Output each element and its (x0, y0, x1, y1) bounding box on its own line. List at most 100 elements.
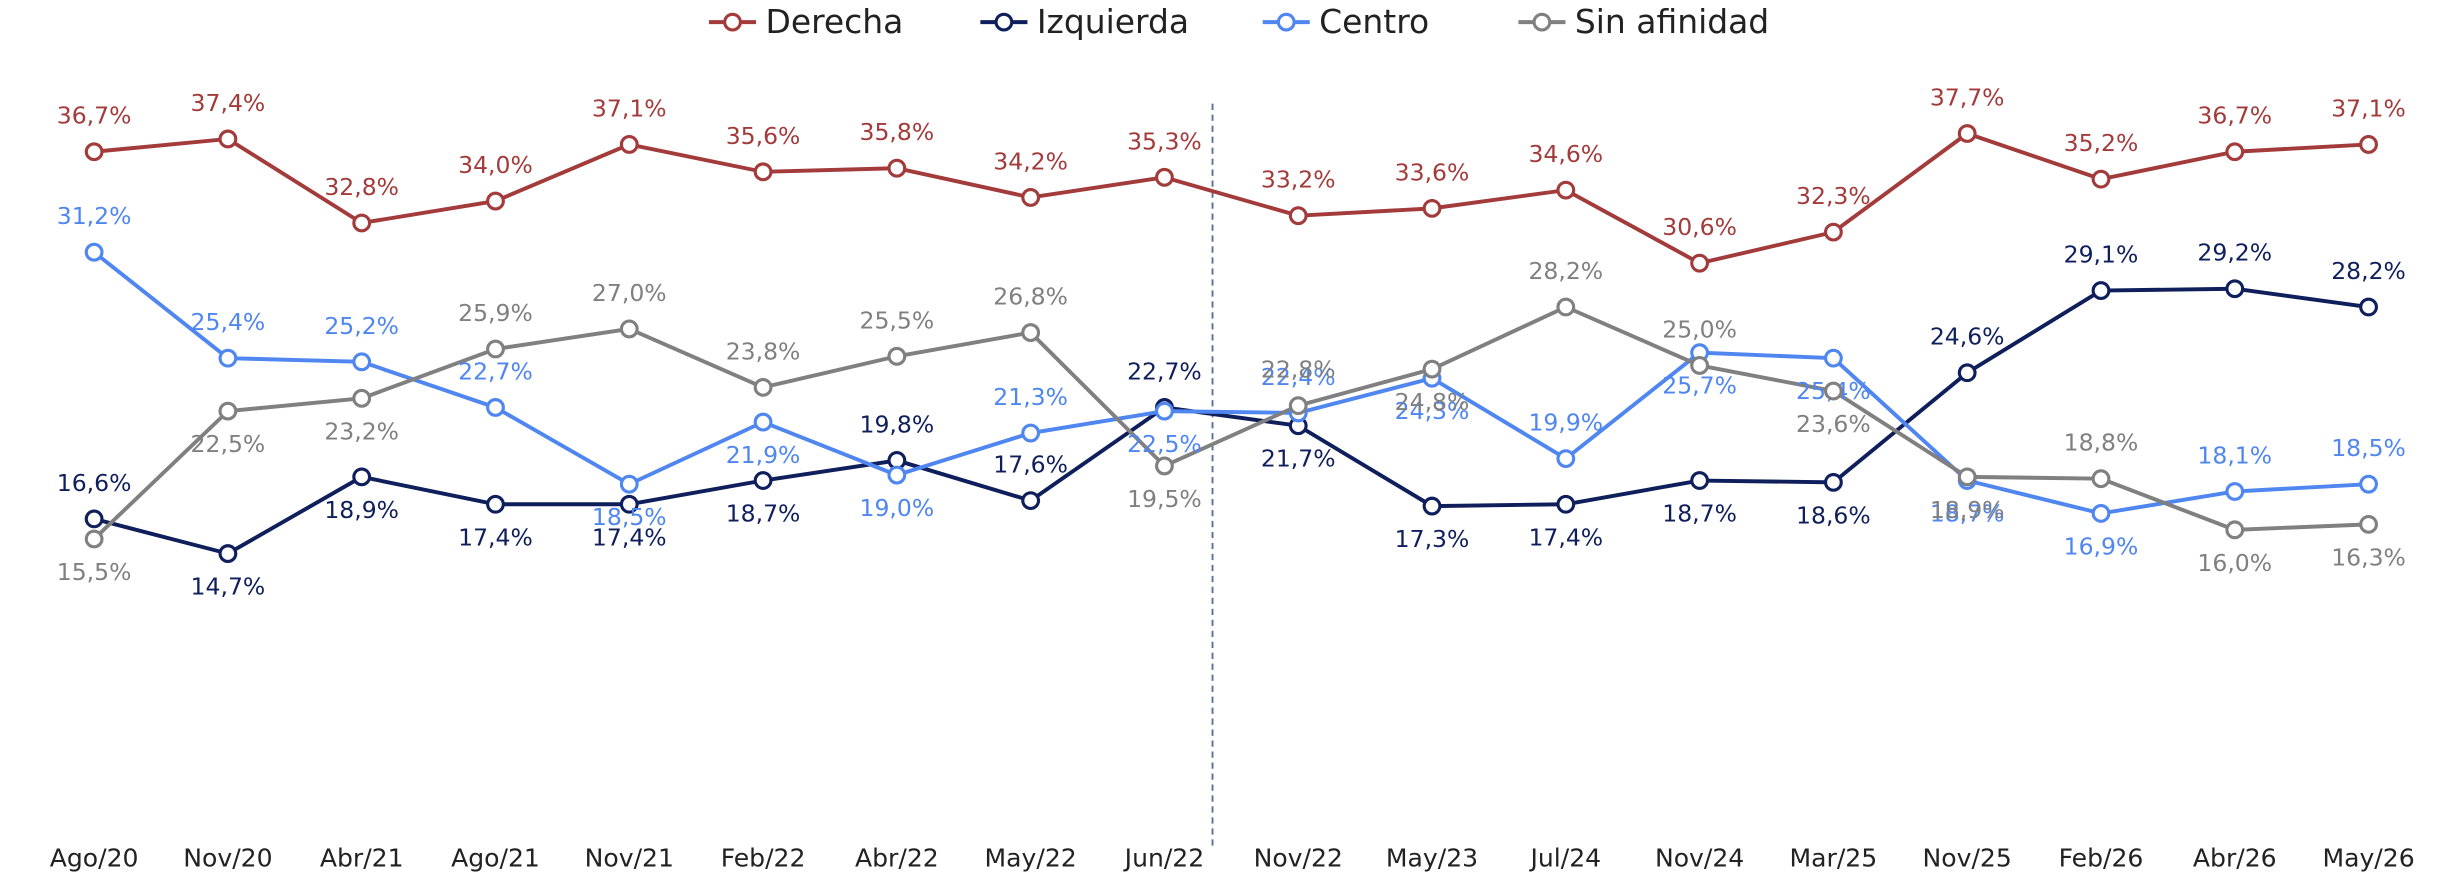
series-line (92, 304, 2369, 541)
x-tick-label: Abr/22 (855, 844, 939, 873)
data-label: 18,7% (1662, 500, 1737, 528)
point (1155, 401, 1174, 421)
point (84, 142, 104, 162)
data-label: 25,4% (191, 308, 266, 336)
data-label: 37,1% (2331, 94, 2406, 122)
legend-label: Derecha (765, 2, 903, 41)
data-label: 16,6% (57, 469, 132, 497)
point (352, 352, 372, 372)
point (1690, 253, 1710, 273)
point (84, 242, 104, 262)
x-tick-label: Nov/25 (1923, 844, 2012, 873)
data-label: 25,5% (860, 306, 935, 334)
data-label: 24,3% (1395, 397, 1470, 425)
data-label: 22,5% (1127, 430, 1202, 458)
point (1422, 496, 1442, 516)
data-label: 25,0% (1662, 315, 1737, 343)
data-label: 25,2% (324, 312, 399, 340)
data-label: 33,2% (1261, 166, 1336, 194)
point (1155, 456, 1174, 476)
data-label: 23,6% (1796, 410, 1871, 438)
point (1422, 198, 1442, 218)
data-label: 14,7% (191, 573, 266, 601)
legend-marker (1276, 12, 1296, 32)
point (486, 191, 505, 211)
point (1556, 494, 1576, 514)
point (1021, 491, 1041, 511)
point (2091, 469, 2111, 489)
data-label: 19,0% (860, 494, 935, 522)
point (1288, 396, 1308, 416)
data-label: 15,5% (57, 558, 132, 586)
point (84, 529, 104, 549)
point (1823, 348, 1843, 368)
data-label: 18,9% (324, 496, 399, 524)
data-label: 16,3% (2331, 543, 2406, 571)
point (1556, 449, 1576, 469)
point (887, 346, 907, 366)
point (1823, 381, 1843, 401)
point (2359, 514, 2378, 534)
data-label: 34,0% (458, 151, 533, 179)
point (1021, 423, 1041, 443)
data-label: 22,8% (1261, 356, 1336, 384)
point (619, 474, 639, 494)
data-label: 24,6% (1930, 323, 2005, 351)
data-label: 17,4% (592, 523, 667, 551)
data-label: 17,4% (1528, 523, 1603, 551)
data-label: 34,2% (993, 147, 1068, 175)
series-line (93, 131, 2369, 266)
data-label: 30,6% (1662, 213, 1737, 241)
point (1957, 363, 1977, 383)
point (619, 494, 639, 514)
data-label: 17,3% (1395, 525, 1470, 553)
x-tick-label: Nov/24 (1655, 844, 1744, 873)
data-label: 22,4% (1261, 363, 1336, 391)
data-label: 36,7% (57, 102, 132, 130)
series-line (93, 286, 2369, 556)
point (2359, 297, 2378, 317)
point (84, 509, 104, 529)
point (218, 348, 238, 368)
point (1556, 297, 1576, 317)
data-label: 21,7% (1261, 445, 1336, 473)
data-label: 25,9% (458, 299, 533, 327)
data-label: 18,5% (592, 503, 667, 531)
data-label: 17,6% (993, 451, 1068, 479)
point (2225, 520, 2245, 540)
point (753, 377, 773, 397)
data-label: 25,7% (1662, 372, 1737, 400)
point (218, 401, 238, 421)
legend-marker (994, 12, 1014, 32)
data-label: 31,2% (57, 202, 132, 230)
point (1823, 472, 1843, 492)
data-label: 35,3% (1127, 127, 1202, 155)
data-label: 32,3% (1796, 182, 1871, 210)
point (2091, 503, 2111, 523)
point (1556, 180, 1576, 200)
data-label: 18,8% (2064, 429, 2139, 457)
legend-label: Centro (1319, 2, 1429, 41)
point (218, 129, 238, 149)
data-label: 18,9% (1930, 496, 2005, 524)
data-label: 37,7% (1930, 83, 2005, 111)
point (2225, 279, 2245, 299)
data-label: 19,9% (1528, 409, 1603, 437)
data-label: 29,1% (2064, 241, 2139, 269)
point (2359, 135, 2378, 154)
data-label: 19,5% (1127, 485, 1202, 513)
data-label: 22,5% (191, 430, 266, 458)
point (1957, 467, 1977, 487)
x-tick-label: Mar/25 (1790, 844, 1878, 873)
data-label: 18,7% (726, 500, 801, 528)
data-label: 34,6% (1528, 140, 1603, 168)
point (619, 135, 639, 154)
x-tick-label: Nov/20 (183, 844, 272, 873)
point (1021, 188, 1041, 207)
point (486, 339, 505, 359)
data-label: 21,3% (993, 383, 1068, 411)
legend-label: Izquierda (1037, 2, 1189, 41)
x-tick-label: Nov/22 (1254, 844, 1343, 873)
point (1021, 323, 1041, 342)
